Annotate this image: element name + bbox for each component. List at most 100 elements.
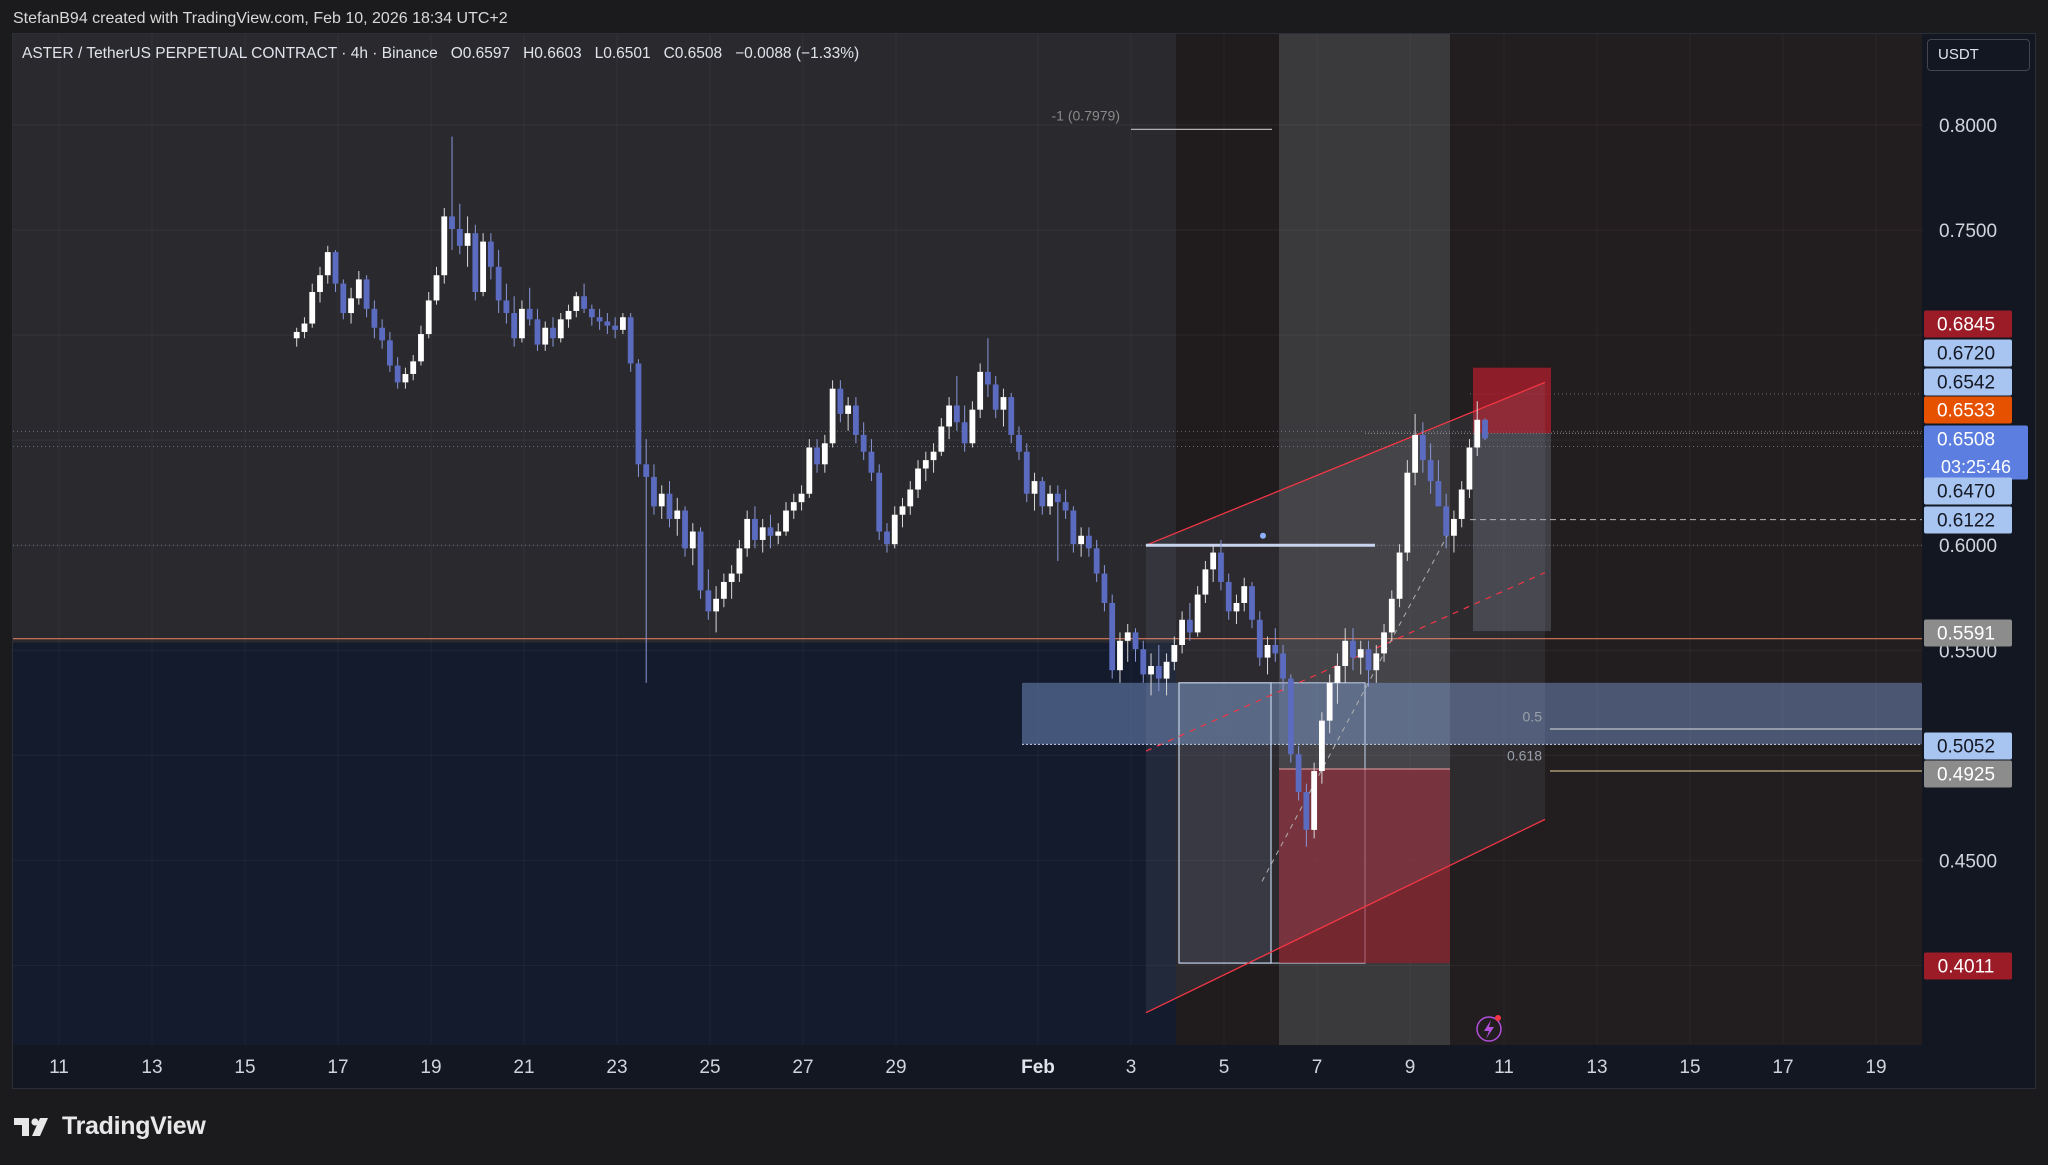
candle-body xyxy=(573,296,580,311)
candle-body xyxy=(355,279,362,299)
candle-body xyxy=(1357,649,1364,658)
candle-body xyxy=(1264,644,1271,658)
candle-body xyxy=(953,405,960,423)
candle-body xyxy=(1023,451,1030,494)
price-tag: 0.6508 03:25:46 xyxy=(1924,425,2028,480)
candle-body xyxy=(1179,619,1185,645)
candle xyxy=(604,313,611,335)
candle xyxy=(1086,527,1092,557)
candle xyxy=(612,317,619,339)
price-tag: 0.6542 xyxy=(1924,368,2012,396)
candle xyxy=(332,250,339,293)
candle xyxy=(387,331,393,372)
x-tick-label: 7 xyxy=(1312,1057,1323,1078)
candle-body xyxy=(604,321,611,326)
candle-body xyxy=(627,317,634,364)
candle-body xyxy=(301,323,308,332)
candle-body xyxy=(1202,569,1209,595)
candle xyxy=(752,506,758,549)
candle-body xyxy=(1148,666,1154,675)
candle-body xyxy=(1124,632,1131,641)
candle xyxy=(853,397,859,444)
candle xyxy=(371,300,378,339)
candle-body xyxy=(363,279,370,309)
candle xyxy=(487,233,494,280)
candle xyxy=(736,539,743,582)
candle xyxy=(977,363,984,419)
candle xyxy=(433,266,440,305)
candle-body xyxy=(449,216,455,229)
price-tag: 0.6470 xyxy=(1924,477,2012,505)
candle-body xyxy=(697,531,704,591)
candle xyxy=(1404,460,1411,561)
candle xyxy=(340,279,347,320)
countdown-label: 03:25:46 xyxy=(1941,457,2011,477)
candle-body xyxy=(1412,434,1418,473)
candle xyxy=(689,523,696,566)
candle xyxy=(511,296,518,347)
candle xyxy=(1054,485,1061,561)
candle-body xyxy=(1388,598,1395,633)
candle xyxy=(1218,539,1224,591)
candle xyxy=(1225,573,1232,620)
currency-selector[interactable]: USDT xyxy=(1927,39,2030,71)
candle-body xyxy=(876,472,883,532)
x-tick-label: 5 xyxy=(1219,1057,1230,1078)
price-tag: 0.5052 xyxy=(1924,732,2012,760)
candle-body xyxy=(1256,619,1263,658)
candle xyxy=(845,397,852,431)
candle-body xyxy=(845,405,852,414)
candle xyxy=(1412,413,1418,486)
candle-body xyxy=(379,327,386,341)
candle xyxy=(697,527,704,599)
candle-body xyxy=(1008,397,1015,435)
candle xyxy=(1132,628,1139,662)
candle xyxy=(1319,712,1325,784)
y-tick-label: 0.7500 xyxy=(1939,221,1997,242)
candle-body xyxy=(1311,771,1318,830)
candle-body xyxy=(992,384,999,410)
candle-body xyxy=(1078,535,1085,545)
candle-body xyxy=(1054,493,1061,503)
candle-body xyxy=(728,573,735,582)
candle-body xyxy=(829,388,836,444)
candle xyxy=(767,514,774,549)
candle xyxy=(1078,527,1085,557)
candle xyxy=(1186,602,1193,641)
candle-body xyxy=(1419,434,1426,461)
candle xyxy=(969,401,976,448)
price-tag-label: 0.6720 xyxy=(1937,344,1995,365)
x-tick-label: Feb xyxy=(1021,1057,1055,1078)
x-tick-label: 21 xyxy=(513,1057,534,1078)
candle xyxy=(573,292,580,318)
candle-body xyxy=(1132,632,1139,650)
candle-body xyxy=(1381,632,1387,654)
channel-lower xyxy=(1145,818,1546,1014)
channel-fill xyxy=(1146,382,1545,1013)
candle xyxy=(1062,489,1069,519)
candle xyxy=(1047,485,1053,515)
candle xyxy=(1163,653,1170,696)
candle-body xyxy=(387,340,393,366)
candle xyxy=(1427,443,1434,494)
candle-body xyxy=(472,233,479,293)
candle-body xyxy=(907,489,914,507)
x-tick-label: 9 xyxy=(1405,1057,1416,1078)
candle-body xyxy=(1326,682,1333,721)
candle-body xyxy=(1218,552,1224,582)
candle-body xyxy=(868,451,875,473)
candle-body xyxy=(1272,644,1279,654)
candle xyxy=(456,203,463,255)
candle xyxy=(550,317,556,347)
price-tag-label: 0.4011 xyxy=(1938,957,1995,978)
x-tick-label: 17 xyxy=(1772,1057,1793,1078)
candle-body xyxy=(1062,502,1069,511)
candle xyxy=(1466,439,1473,498)
candle-body xyxy=(1373,653,1380,671)
candle xyxy=(1171,636,1178,671)
candle xyxy=(915,460,921,498)
candle-body xyxy=(985,371,991,385)
brand-name: TradingView xyxy=(62,1112,206,1140)
candle xyxy=(1482,418,1488,440)
